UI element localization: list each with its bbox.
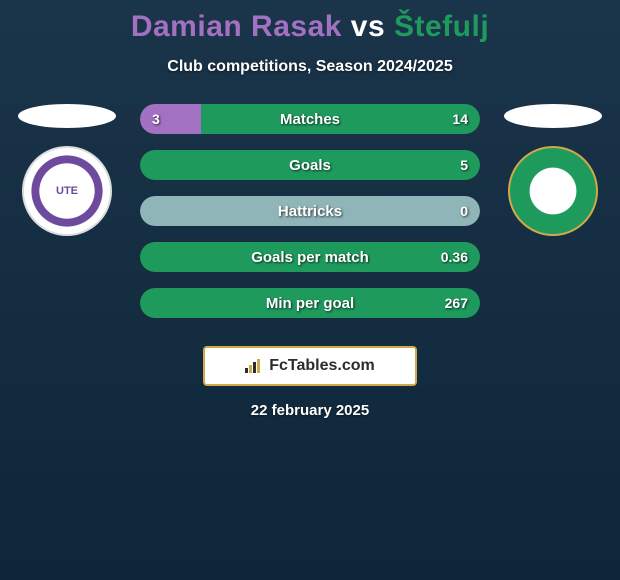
chart-icon — [245, 359, 263, 373]
bar-fill-left — [140, 104, 201, 134]
stat-bars: 3 14 Matches 5 Goals 0 Hattricks 0.36 Goals per … — [140, 104, 480, 318]
right-side — [498, 104, 608, 236]
stat-value-left: 3 — [152, 111, 160, 127]
stat-bar: 0 Hattricks — [140, 196, 480, 226]
stat-value-right: 267 — [445, 295, 468, 311]
player2-name: Štefulj — [394, 10, 489, 43]
left-side — [12, 104, 122, 236]
brand-badge: FcTables.com — [203, 346, 417, 386]
stat-value-right: 0 — [460, 203, 468, 219]
stat-bar: 0.36 Goals per match — [140, 242, 480, 272]
bar-fill-right — [201, 104, 480, 134]
stat-label: Hattricks — [278, 203, 342, 220]
stat-value-right: 0.36 — [441, 249, 468, 265]
comparison-content: 3 14 Matches 5 Goals 0 Hattricks 0.36 Goals per … — [0, 104, 620, 318]
subtitle: Club competitions, Season 2024/2025 — [0, 58, 620, 76]
stat-bar: 3 14 Matches — [140, 104, 480, 134]
player2-silhouette — [504, 104, 602, 128]
stat-label: Goals per match — [251, 249, 369, 266]
stat-label: Min per goal — [266, 295, 354, 312]
comparison-title: Damian Rasak vs Štefulj — [0, 0, 620, 44]
stat-value-right: 5 — [460, 157, 468, 173]
stat-label: Matches — [280, 111, 340, 128]
stat-label: Goals — [289, 157, 331, 174]
vs-text: vs — [351, 10, 385, 43]
player1-name: Damian Rasak — [131, 10, 342, 43]
team1-logo — [22, 146, 112, 236]
stat-bar: 267 Min per goal — [140, 288, 480, 318]
team2-logo — [508, 146, 598, 236]
stat-value-right: 14 — [452, 111, 468, 127]
player1-silhouette — [18, 104, 116, 128]
brand-text: FcTables.com — [269, 357, 375, 375]
date-text: 22 february 2025 — [0, 402, 620, 419]
stat-bar: 5 Goals — [140, 150, 480, 180]
